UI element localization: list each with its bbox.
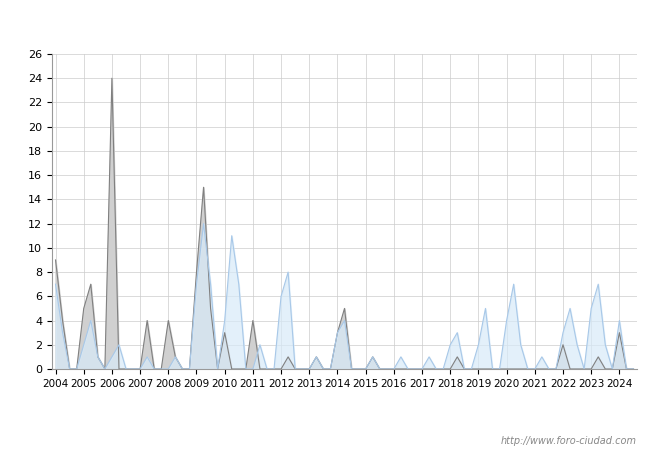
Text: Algar - Evolucion del Nº de Transacciones Inmobiliarias: Algar - Evolucion del Nº de Transaccione… xyxy=(104,16,546,31)
Text: http://www.foro-ciudad.com: http://www.foro-ciudad.com xyxy=(501,436,637,446)
